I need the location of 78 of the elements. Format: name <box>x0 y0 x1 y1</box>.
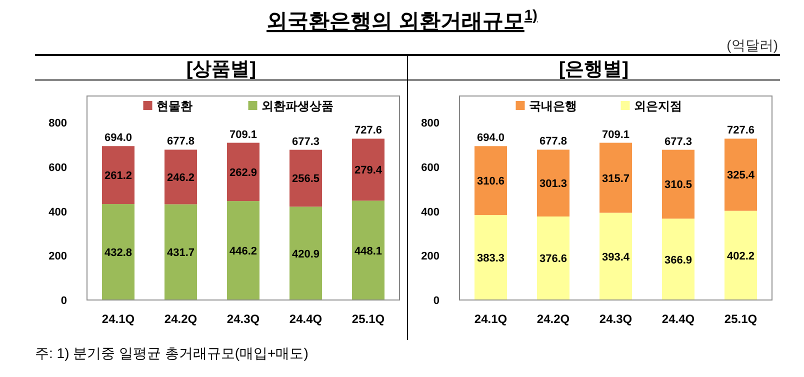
data-label: 376.6 <box>539 253 568 266</box>
bar <box>352 200 384 300</box>
data-label: 256.5 <box>292 173 320 186</box>
bar <box>227 201 260 300</box>
bar <box>352 138 384 201</box>
bar <box>600 142 632 213</box>
y-tick-label: 600 <box>421 162 440 174</box>
data-label: 262.9 <box>229 166 258 179</box>
bar <box>102 204 134 300</box>
y-tick-label: 400 <box>421 206 440 218</box>
total-label: 709.1 <box>602 128 630 141</box>
x-tick-label: 24.2Q <box>164 312 198 326</box>
data-label: 448.1 <box>354 245 382 258</box>
total-label: 727.6 <box>354 124 382 137</box>
legend-label: 외은지점 <box>634 99 682 113</box>
x-tick-label: 24.3Q <box>226 312 260 326</box>
data-label: 325.4 <box>726 170 756 182</box>
y-tick-label: 200 <box>48 250 67 263</box>
chart-title: [상품별] <box>186 59 256 80</box>
total-label: 694.0 <box>476 132 505 144</box>
total-label: 677.8 <box>539 136 568 148</box>
x-tick-label: 24.3Q <box>599 312 632 326</box>
y-tick-label: 800 <box>48 118 67 130</box>
x-tick-label: 24.4Q <box>662 312 695 326</box>
total-label: 727.6 <box>726 124 755 137</box>
y-tick-label: 200 <box>421 250 440 263</box>
data-label: 432.8 <box>104 247 132 260</box>
bar <box>537 216 570 300</box>
data-label: 310.5 <box>664 179 692 192</box>
data-label: 402.2 <box>726 250 755 262</box>
y-tick-label: 600 <box>48 162 67 174</box>
text: (억달러) <box>726 37 778 53</box>
bar <box>662 218 694 300</box>
bar <box>164 204 197 300</box>
bar <box>102 146 134 204</box>
total-label: 677.3 <box>292 136 320 148</box>
x-tick-label: 24.2Q <box>536 312 570 326</box>
data-label: 301.3 <box>539 178 568 190</box>
data-label: 420.9 <box>292 248 320 260</box>
x-tick-label: 24.4Q <box>289 312 322 326</box>
data-label: 315.7 <box>602 172 630 185</box>
total-label: 694.0 <box>104 132 132 144</box>
data-label: 383.3 <box>476 252 505 265</box>
text: 주: 1) 분기중 일평균 총거래규모(매입+매도) <box>35 345 308 361</box>
x-tick-label: 25.1Q <box>352 312 385 326</box>
y-tick-label: 800 <box>421 118 440 130</box>
total-label: 677.8 <box>166 136 195 148</box>
data-label: 261.2 <box>104 170 132 182</box>
total-label: 677.3 <box>664 136 692 148</box>
legend-label: 국내은행 <box>528 99 577 113</box>
y-tick-label: 400 <box>48 206 67 218</box>
x-tick-label: 25.1Q <box>724 312 758 326</box>
chart-title: [은행별] <box>558 59 629 80</box>
x-tick-label: 24.1Q <box>102 312 135 326</box>
bar <box>724 210 757 300</box>
data-label: 431.7 <box>166 247 195 260</box>
bar <box>474 215 507 300</box>
data-label: 246.2 <box>166 172 195 184</box>
data-label: 279.4 <box>354 164 383 177</box>
bar <box>474 146 507 216</box>
data-label: 393.4 <box>602 251 630 264</box>
bar <box>600 212 632 300</box>
data-label: 310.6 <box>476 176 505 188</box>
bar <box>724 138 757 211</box>
data-label: 446.2 <box>229 246 258 258</box>
data-label: 366.9 <box>664 254 692 266</box>
legend-label: 외환파생상품 <box>261 99 334 113</box>
bar <box>290 150 322 207</box>
bar <box>227 142 260 202</box>
y-tick-label: 0 <box>433 295 440 307</box>
bar <box>537 150 570 216</box>
x-tick-label: 24.1Q <box>474 312 508 326</box>
total-label: 709.1 <box>229 128 258 141</box>
legend-label: 현물환 <box>156 99 192 113</box>
bar <box>662 150 694 219</box>
bar <box>164 150 197 204</box>
bar <box>290 206 322 300</box>
y-tick-label: 0 <box>60 295 67 307</box>
